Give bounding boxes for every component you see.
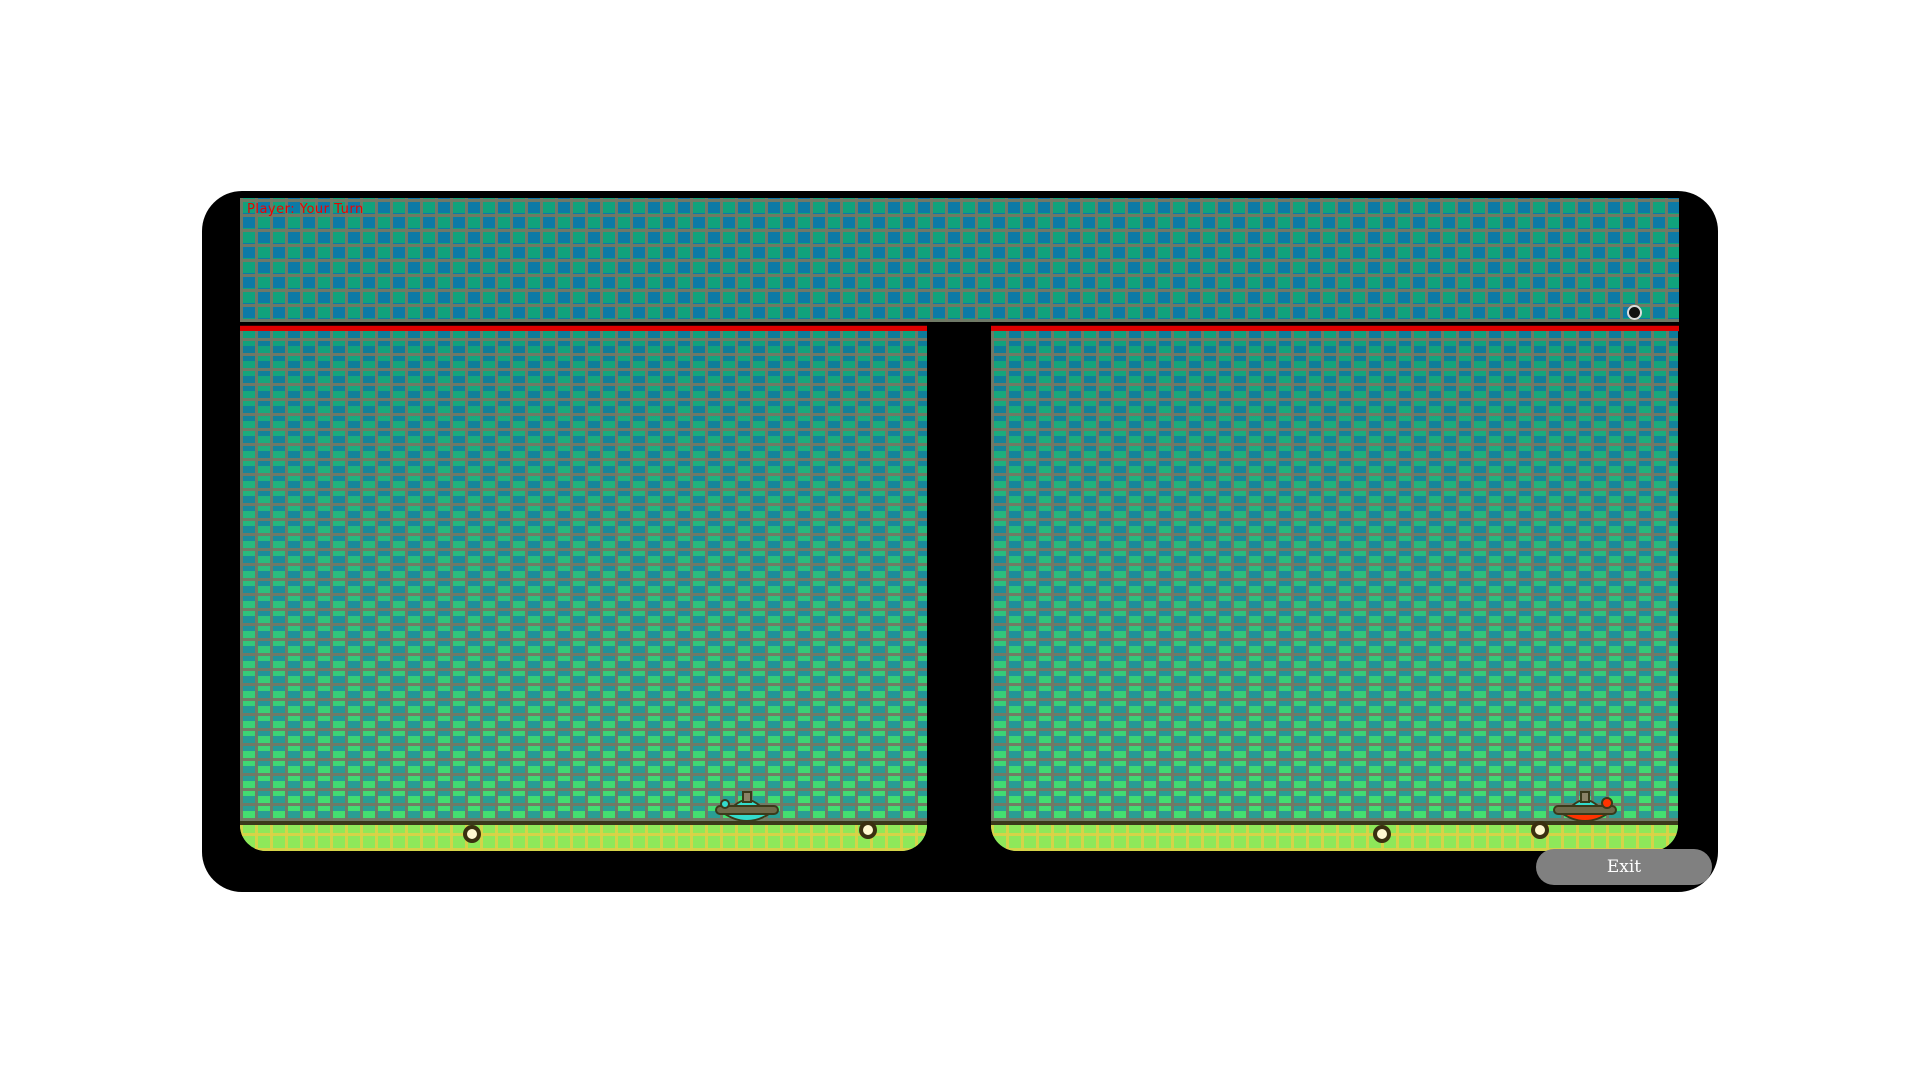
enemy-ship-icon[interactable] [1552,790,1618,824]
sky-area [240,198,1679,322]
ground-line [240,821,927,825]
ground [991,824,1678,851]
ground [240,824,927,851]
projectile [1627,305,1642,320]
mine-marker [463,825,481,843]
mine-marker [859,821,877,839]
exit-button[interactable]: Exit [1536,849,1712,885]
mine-marker [1373,825,1391,843]
player-board[interactable] [240,331,927,851]
enemy-board[interactable] [991,331,1678,851]
mine-marker [1531,821,1549,839]
ground-line [991,821,1678,825]
player-ship-icon[interactable] [714,790,780,824]
turn-status: Player: Your Turn [247,202,364,217]
